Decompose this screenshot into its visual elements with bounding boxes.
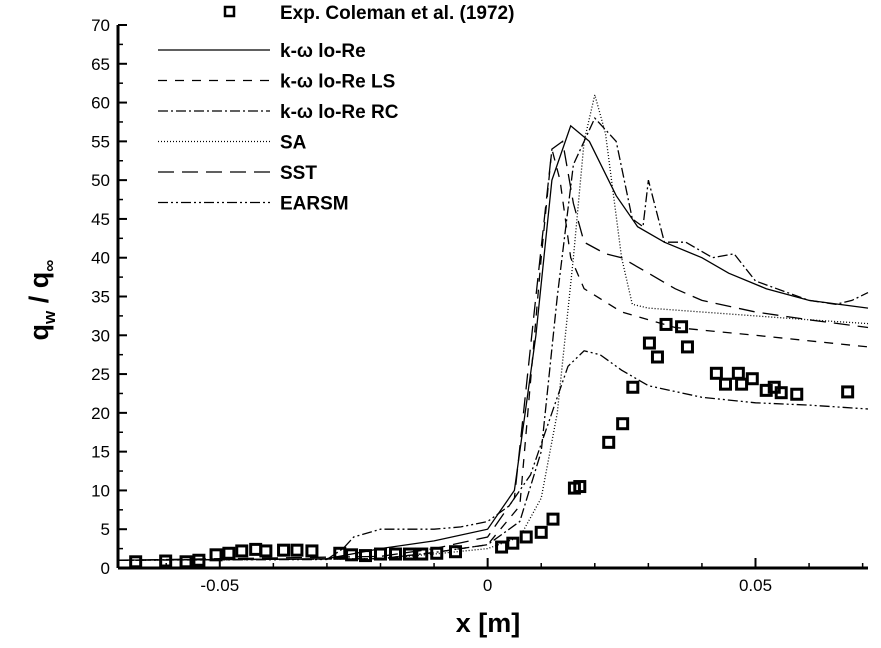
- legend-label: SST: [280, 163, 317, 184]
- x-tick-label: 0.05: [739, 576, 772, 595]
- experiment-point: [745, 372, 759, 386]
- experiment-point: [222, 546, 236, 560]
- experiment-point: [449, 545, 462, 559]
- legend-label: SA: [280, 133, 307, 154]
- x-axis-label: x [m]: [456, 608, 521, 638]
- experiment-point: [731, 366, 745, 380]
- y-tick-label: 35: [91, 288, 110, 307]
- experiment-point: [534, 525, 548, 539]
- experiment-point: [680, 340, 694, 354]
- y-tick-label: 0: [101, 559, 110, 578]
- experiment-point: [602, 435, 616, 449]
- x-tick-label: -0.05: [200, 576, 239, 595]
- experiment-point: [209, 548, 223, 562]
- series-line: [117, 116, 869, 561]
- y-tick-label: 15: [91, 443, 110, 462]
- y-tick-label: 40: [91, 249, 110, 268]
- series-line: [117, 140, 869, 561]
- y-tick-label: 45: [91, 210, 110, 229]
- experiment-point: [179, 555, 193, 569]
- experiment-point: [430, 546, 444, 560]
- y-tick-label: 5: [101, 520, 110, 539]
- experiment-point: [546, 512, 560, 526]
- experiment-point: [495, 540, 509, 554]
- experiment-point: [735, 377, 749, 391]
- y-tick-label: 10: [91, 481, 110, 500]
- legend-marker: [223, 5, 236, 18]
- experiment-point: [389, 547, 402, 561]
- legend-label: k-ω lo-Re: [280, 41, 366, 62]
- experiment-point: [249, 542, 263, 556]
- experiment-point: [192, 553, 206, 567]
- experiment-point: [345, 548, 359, 562]
- experiment-point: [774, 386, 788, 400]
- experiment-point: [402, 547, 416, 561]
- x-tick-label: 0: [483, 576, 492, 595]
- experiment-point: [159, 554, 173, 568]
- experiment-point: [659, 317, 673, 331]
- y-tick-label: 30: [91, 326, 110, 345]
- experiment-point: [626, 380, 640, 394]
- axes: 0 5 10 15 20 25 30 35 40 45 50 55 60 65 70 -0.05 0 0.05: [91, 16, 868, 595]
- legend-label: Exp. Coleman et al. (1972): [280, 3, 514, 24]
- legend-label: EARSM: [280, 194, 349, 215]
- legend-label: k-ω lo-Re LS: [280, 72, 395, 93]
- series-line: [117, 148, 869, 561]
- experiment-point: [642, 336, 656, 350]
- experiment-point: [415, 547, 429, 561]
- y-tick-label: 25: [91, 365, 110, 384]
- y-tick-label: 55: [91, 132, 110, 151]
- experiment-point: [616, 417, 630, 431]
- y-tick-label: 65: [91, 55, 110, 74]
- experiment-point: [277, 543, 291, 557]
- experiment-point: [235, 544, 249, 558]
- experiment-point: [719, 377, 732, 391]
- experiment-point: [709, 366, 723, 380]
- experiment-point: [359, 549, 372, 563]
- experiment-point: [759, 383, 773, 397]
- y-tick-label: 50: [91, 171, 110, 190]
- experiment-point: [573, 480, 587, 494]
- experiment-point: [506, 536, 520, 550]
- svg-text:qw / q∞: qw / q∞: [24, 260, 59, 341]
- experiment-point: [333, 546, 347, 560]
- y-tick-label: 70: [91, 16, 110, 35]
- series-line: [117, 94, 869, 561]
- experiment-point: [259, 544, 273, 558]
- experiment-point: [305, 544, 319, 558]
- y-axis-label: qw / q∞: [24, 260, 59, 341]
- legend: Exp. Coleman et al. (1972) k-ω lo-Re k-ω l…: [158, 3, 514, 215]
- experiment-point: [129, 555, 143, 569]
- experiment-point: [374, 547, 387, 561]
- experiment-point: [650, 350, 664, 364]
- experiment-point: [841, 385, 855, 399]
- y-tick-label: 20: [91, 404, 110, 423]
- experiment-point: [290, 543, 304, 557]
- experiment-point: [519, 530, 533, 544]
- series-line: [117, 124, 869, 561]
- experiment-points: [129, 317, 855, 569]
- series-lines: [117, 94, 869, 561]
- series-line: [117, 350, 869, 561]
- experiment-point: [675, 320, 689, 334]
- y-tick-label: 60: [91, 94, 110, 113]
- experiment-point: [790, 387, 804, 401]
- legend-label: k-ω lo-Re RC: [280, 102, 399, 123]
